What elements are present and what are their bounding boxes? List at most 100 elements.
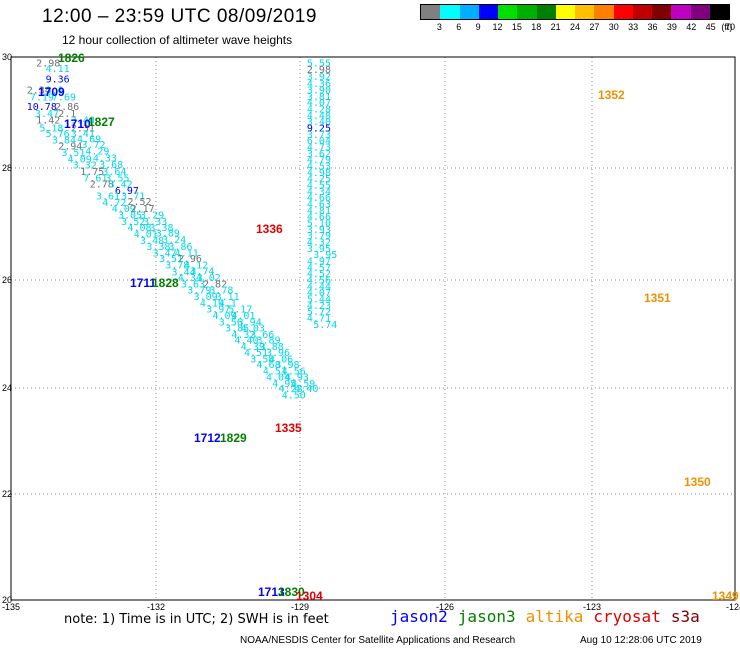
satellite-pass-label: 1352 <box>598 88 625 102</box>
color-scale-label: 21 <box>550 22 561 32</box>
color-swatch <box>421 5 441 19</box>
wave-height-value: 4.25 <box>307 174 331 185</box>
wave-height-value: 5.74 <box>313 320 337 331</box>
wave-height-value: 4.19 <box>200 298 224 309</box>
color-scale-label: 70 <box>724 22 736 32</box>
wave-height-value: 4.39 <box>241 342 265 353</box>
wave-height-value: 3.93 <box>307 225 331 236</box>
wave-height-value: 4.51 <box>244 348 268 359</box>
wave-height-value: 3.85 <box>225 323 249 334</box>
wave-height-value: 3.63 <box>181 279 205 290</box>
wave-height-value: 7.61 <box>83 174 107 185</box>
color-scale-label: 36 <box>647 22 658 32</box>
wave-height-value: 4.29 <box>85 146 109 157</box>
wave-height-value: 4.03 <box>241 323 265 334</box>
wave-height-value: 5.55 <box>307 58 331 69</box>
wave-height-value: 3.51 <box>61 148 85 159</box>
wave-height-value: 4.12 <box>184 260 208 271</box>
wave-height-value: 2.98 <box>36 58 60 69</box>
map-grid <box>11 57 735 600</box>
wave-height-value: 4.93 <box>285 372 309 383</box>
color-swatch <box>575 5 595 19</box>
wave-height-value: 3.42 <box>109 180 133 191</box>
wave-height-value: 2.52 <box>127 197 151 208</box>
wave-height-value: 4.55 <box>307 181 331 192</box>
page-subtitle: 12 hour collection of altimeter wave hei… <box>62 33 293 47</box>
lat-tick-label: 20 <box>2 595 12 605</box>
wave-height-value: 6.97 <box>115 186 139 197</box>
wave-height-value: 3.71 <box>121 191 145 202</box>
wave-height-value: 3.24 <box>162 235 186 246</box>
wave-height-value: 4.59 <box>291 379 315 390</box>
color-scale-label: 18 <box>531 22 542 32</box>
wave-height-value: 10.78 <box>27 102 57 113</box>
map-frame <box>10 56 736 601</box>
satellite-pass-label: 1336 <box>256 222 283 236</box>
satellite-pass-label: 1829 <box>220 431 247 445</box>
wave-height-value: 3.48 <box>140 236 164 247</box>
lat-tick-label: 26 <box>2 275 12 285</box>
units-note: note: 1) Time is in UTC; 2) SWH is in fe… <box>64 612 329 627</box>
lon-tick-label: -126 <box>436 602 454 612</box>
lat-tick-label: 22 <box>2 489 12 499</box>
wave-height-value: 3.72 <box>82 140 106 151</box>
wave-height-value: 4.51 <box>263 366 287 377</box>
color-swatch <box>478 5 498 19</box>
wave-height-value: 5.72 <box>307 307 331 318</box>
legend-entry-jason3: jason3 <box>457 607 516 626</box>
wave-height-value: 4.36 <box>307 79 331 90</box>
color-scale-label: 42 <box>686 22 697 32</box>
wave-height-value: 3.89 <box>257 335 281 346</box>
satellite-pass-label: 1349 <box>712 589 739 603</box>
wave-height-value: 3.32 <box>73 161 97 172</box>
wave-height-value: 4.66 <box>307 212 331 223</box>
legend-entry-jason2: jason2 <box>390 607 448 626</box>
wave-height-value: 2.31 <box>71 124 95 135</box>
wave-height-value: 7.69 <box>52 93 76 104</box>
wave-height-value: 4.01 <box>231 311 255 322</box>
wave-height-value: 5.17 <box>228 304 252 315</box>
satellite-pass-label: 1828 <box>152 276 179 290</box>
wave-height-value: 3.38 <box>150 223 174 234</box>
color-scale-label: 39 <box>666 22 677 32</box>
wave-height-value: 4.34 <box>178 273 202 284</box>
wave-height-value: 4.73 <box>307 143 331 154</box>
satellite-pass-label: 1304 <box>296 589 323 603</box>
wave-height-value: 2.98 <box>307 65 331 76</box>
wave-height-value: 5.18 <box>39 124 63 135</box>
color-scale-label: 45 <box>705 22 716 32</box>
wave-height-value: 3.79 <box>187 285 211 296</box>
wave-height-value: 3.05 <box>118 210 142 221</box>
satellite-pass-label: 1709 <box>38 85 65 99</box>
color-swatch <box>498 5 518 19</box>
wave-height-value: 3.51 <box>159 254 183 265</box>
wave-height-value: 3.52 <box>121 217 145 228</box>
color-swatch <box>671 5 691 19</box>
wave-height-value: 4.69 <box>77 134 101 145</box>
wave-height-value: 4.68 <box>257 360 281 371</box>
satellite-pass-label: 1351 <box>644 291 671 305</box>
wave-height-value: 4.07 <box>307 288 331 299</box>
wave-height-value: 9.25 <box>307 124 331 135</box>
wave-height-value: 4.06 <box>269 354 293 365</box>
satellite-pass-label: 1827 <box>88 115 115 129</box>
wave-height-value: 4.11 <box>175 248 199 259</box>
wave-height-value: 3.40 <box>71 115 95 126</box>
color-swatch <box>709 5 729 19</box>
color-scale-label: 27 <box>589 22 600 32</box>
wave-height-value: 4.33 <box>93 153 117 164</box>
wave-height-value: 3.44 <box>172 267 196 278</box>
wave-height-value: 2.17 <box>131 204 155 215</box>
color-swatch <box>536 5 556 19</box>
wave-height-value: 4.97 <box>307 257 331 268</box>
wave-height-value: 3.02 <box>197 273 221 284</box>
wave-height-value: 5.76 <box>46 129 70 140</box>
lon-tick-label: -135 <box>2 602 20 612</box>
color-scale-label: 15 <box>511 22 522 32</box>
legend-entry-s3a: s3a <box>670 607 700 626</box>
wave-height-value: 6.04 <box>307 136 331 147</box>
wave-height-value: 3.66 <box>250 330 274 341</box>
wave-height-value: 3.97 <box>206 304 230 315</box>
wave-height-value: 4.34 <box>307 187 331 198</box>
